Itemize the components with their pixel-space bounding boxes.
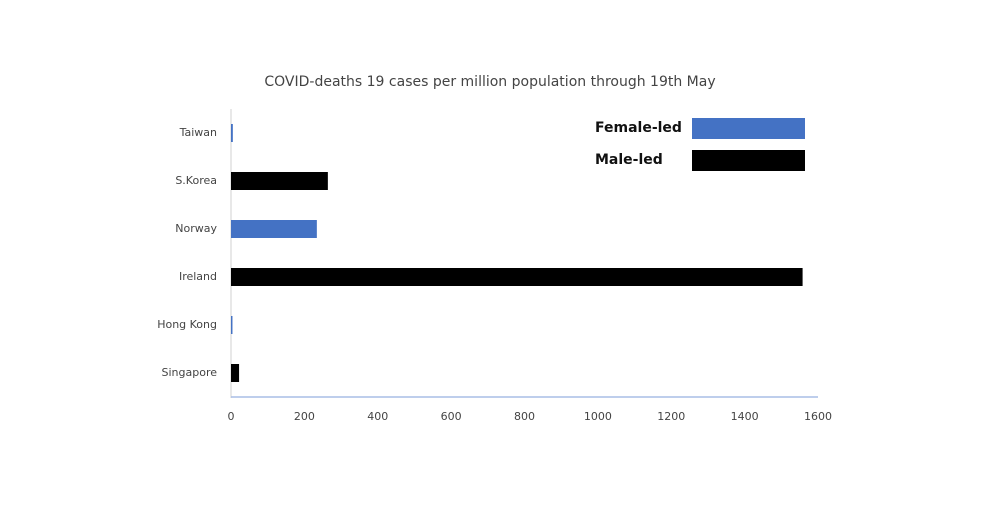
x-tick-label: 0 <box>228 410 235 423</box>
x-tick-label: 1200 <box>657 410 685 423</box>
bar <box>231 316 233 334</box>
y-tick-label: Taiwan <box>179 126 217 139</box>
x-tick-label: 1400 <box>731 410 759 423</box>
x-tick-label: 1000 <box>584 410 612 423</box>
bar <box>231 364 240 382</box>
y-tick-label: Norway <box>175 222 217 235</box>
legend-text: Male-led <box>595 152 663 168</box>
x-tick-label: 600 <box>441 410 462 423</box>
x-tick-label: 1600 <box>804 410 832 423</box>
bar <box>231 220 317 238</box>
x-tick-label: 200 <box>294 410 315 423</box>
legend-text: Female-led <box>595 120 682 136</box>
y-tick-label: Hong Kong <box>157 318 217 331</box>
y-tick-label: S.Korea <box>175 174 217 187</box>
legend-swatch <box>692 118 805 139</box>
bar <box>231 268 803 286</box>
bar <box>231 172 328 190</box>
y-tick-label: Singapore <box>162 366 218 379</box>
x-tick-label: 400 <box>367 410 388 423</box>
bar <box>231 124 233 142</box>
chart-title: COVID-deaths 19 cases per million popula… <box>264 74 715 90</box>
y-tick-label: Ireland <box>179 270 217 283</box>
legend-swatch <box>692 150 805 171</box>
x-tick-label: 800 <box>514 410 535 423</box>
